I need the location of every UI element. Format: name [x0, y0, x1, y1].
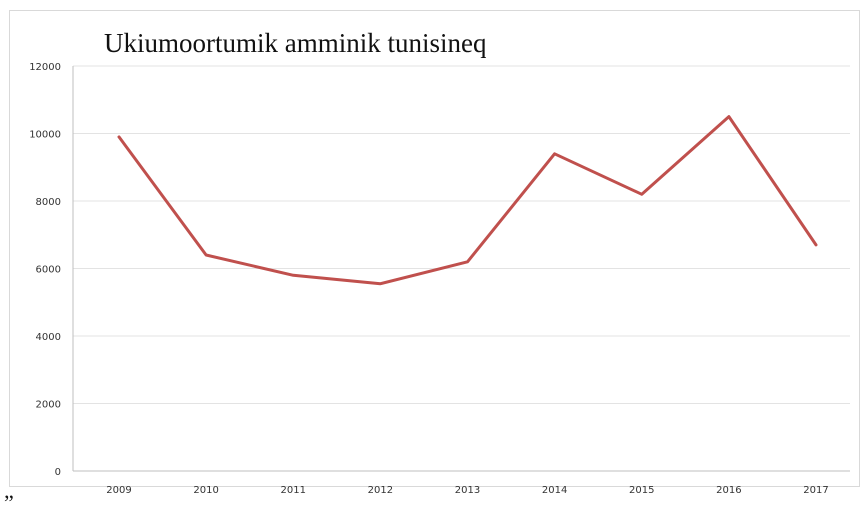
data-point	[118, 135, 121, 138]
chart-title: Ukiumoortumik amminik tunisineq	[104, 28, 487, 58]
x-tick-label: 2014	[542, 485, 567, 496]
y-tick-label: 4000	[36, 332, 61, 343]
series-line	[117, 115, 818, 286]
data-point	[640, 193, 643, 196]
data-point	[205, 254, 208, 257]
data-point	[815, 243, 818, 246]
x-tick-label: 2015	[629, 485, 654, 496]
y-tick-label: 10000	[29, 130, 61, 141]
y-tick-label: 12000	[29, 62, 61, 73]
data-point	[379, 282, 382, 285]
x-tick-label: 2013	[455, 485, 480, 496]
x-tick-label: 2012	[368, 485, 393, 496]
y-tick-label: 2000	[36, 400, 61, 411]
chart-frame	[9, 10, 860, 487]
y-tick-label: 6000	[36, 265, 61, 276]
data-point	[466, 260, 469, 263]
x-tick-label: 2016	[716, 485, 741, 496]
x-tick-label: 2010	[193, 485, 218, 496]
data-point	[553, 152, 556, 155]
x-tick-label: 2011	[281, 485, 306, 496]
data-point	[727, 115, 730, 118]
y-tick-label: 8000	[36, 197, 61, 208]
footnote-quote-mark: ”	[4, 490, 14, 515]
x-tick-label: 2009	[106, 485, 131, 496]
x-tick-label: 2017	[803, 485, 828, 496]
data-point	[292, 274, 295, 277]
y-tick-label: 0	[55, 467, 61, 478]
